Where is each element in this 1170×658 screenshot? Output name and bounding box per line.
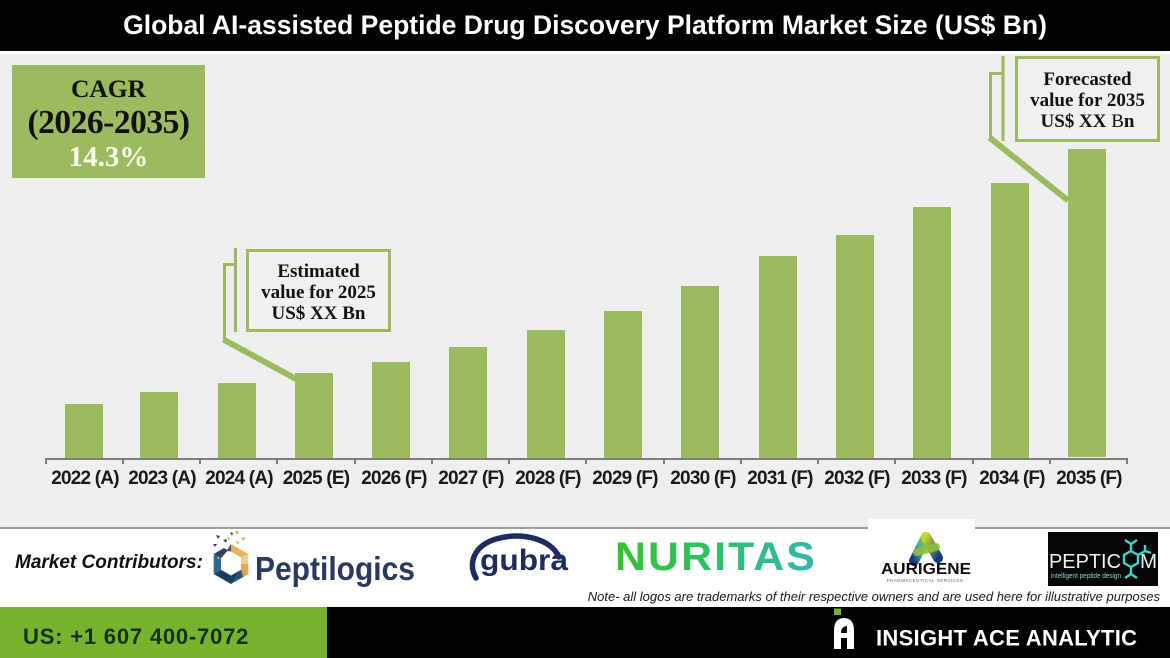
- svg-text:M: M: [1140, 550, 1157, 573]
- svg-text:PHARMACEUTICAL SERVICES: PHARMACEUTICAL SERVICES: [887, 578, 964, 583]
- svg-text:NURITAS: NURITAS: [615, 537, 817, 579]
- svg-text:Peptilogics: Peptilogics: [255, 550, 415, 587]
- svg-text:AURIGENE: AURIGENE: [881, 561, 971, 578]
- svg-text:INSIGHT ACE ANALYTIC: INSIGHT ACE ANALYTIC: [876, 626, 1137, 651]
- svg-text:intelligent peptide design: intelligent peptide design: [1051, 573, 1121, 580]
- svg-text:PEPTIC: PEPTIC: [1049, 550, 1121, 573]
